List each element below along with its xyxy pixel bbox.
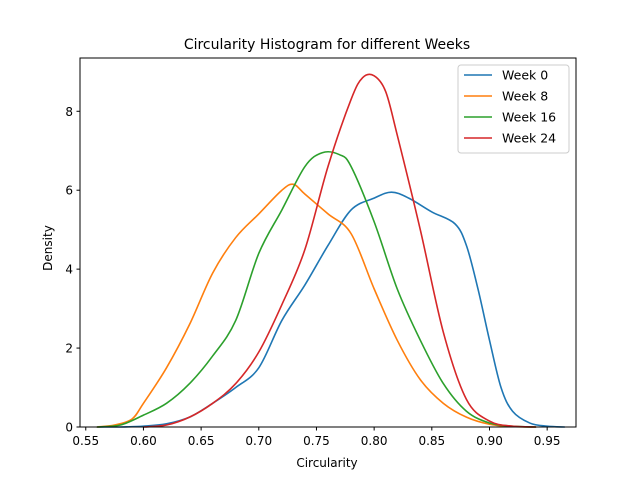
x-tick-label: 0.80 [361, 434, 388, 448]
legend-label: Week 0 [502, 68, 548, 83]
legend-label: Week 8 [502, 89, 548, 104]
y-axis-label: Density [41, 225, 55, 271]
legend: Week 0 Week 8 Week 16 Week 24 [457, 64, 570, 154]
y-tick-label: 2 [65, 342, 73, 356]
legend-label: Week 24 [502, 131, 556, 146]
chart-title: Circularity Histogram for different Week… [184, 37, 470, 53]
series-line-week-24 [142, 73, 537, 428]
x-tick-label: 0.90 [476, 434, 503, 448]
x-tick-label: 0.75 [303, 434, 330, 448]
series-line-week-8 [96, 183, 537, 428]
y-axis: 0 2 4 6 8 [65, 105, 80, 435]
y-tick-label: 0 [65, 421, 73, 435]
x-tick-label: 0.55 [72, 434, 99, 448]
x-axis-label: Circularity [296, 456, 357, 470]
y-tick-label: 4 [65, 263, 73, 277]
legend-label: Week 16 [502, 110, 556, 125]
y-tick-label: 8 [65, 105, 73, 119]
plot-area [79, 57, 577, 428]
x-tick-label: 0.85 [418, 434, 445, 448]
legend-box [457, 64, 570, 154]
x-tick-label: 0.60 [130, 434, 157, 448]
x-axis: 0.55 0.60 0.65 0.70 0.75 0.80 0.85 0.90 0.95 [72, 427, 561, 448]
plot-frame [79, 57, 577, 428]
series-line-week-16 [96, 151, 537, 428]
x-tick-label: 0.65 [188, 434, 215, 448]
x-tick-label: 0.95 [534, 434, 561, 448]
x-tick-label: 0.70 [245, 434, 272, 448]
y-tick-label: 6 [65, 184, 73, 198]
